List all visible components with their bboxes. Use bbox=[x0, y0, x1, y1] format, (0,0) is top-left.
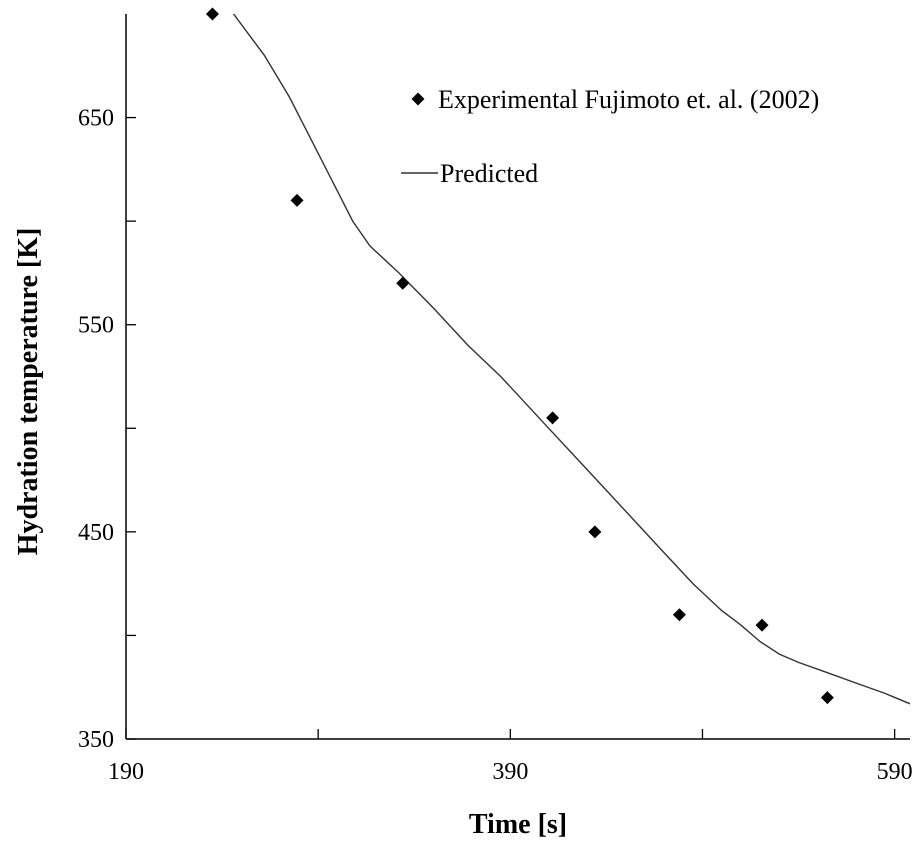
y-tick-label: 350 bbox=[78, 727, 114, 753]
line-layer bbox=[232, 14, 910, 705]
axes bbox=[125, 14, 910, 740]
experimental-point bbox=[588, 525, 602, 539]
legend-marker-experimental bbox=[411, 92, 425, 106]
experimental-point bbox=[396, 276, 410, 290]
experimental-point bbox=[755, 618, 769, 632]
x-tick-label: 590 bbox=[877, 759, 913, 785]
experimental-point bbox=[820, 691, 834, 705]
x-axis-title: Time [s] bbox=[469, 809, 567, 840]
experimental-point bbox=[546, 411, 560, 425]
x-tick-label: 190 bbox=[108, 759, 144, 785]
x-tick-label: 390 bbox=[492, 759, 528, 785]
ticks bbox=[125, 116, 896, 740]
legend-label-predicted: Predicted bbox=[440, 159, 538, 188]
predicted-line bbox=[232, 14, 910, 705]
y-tick-label: 550 bbox=[78, 313, 114, 339]
experimental-point bbox=[672, 608, 686, 622]
experimental-point bbox=[290, 193, 304, 207]
y-axis-title: Hydration temperature [K] bbox=[13, 228, 44, 556]
y-tick-label: 650 bbox=[78, 106, 114, 132]
tick-labels: 190 390 590 350 450 550 650 bbox=[78, 106, 913, 785]
experimental-point bbox=[205, 7, 219, 21]
legend: Experimental Fujimoto et. al. (2002) Pre… bbox=[401, 85, 819, 188]
points-layer bbox=[205, 7, 834, 705]
legend-label-experimental: Experimental Fujimoto et. al. (2002) bbox=[438, 85, 819, 114]
y-tick-label: 450 bbox=[78, 520, 114, 546]
